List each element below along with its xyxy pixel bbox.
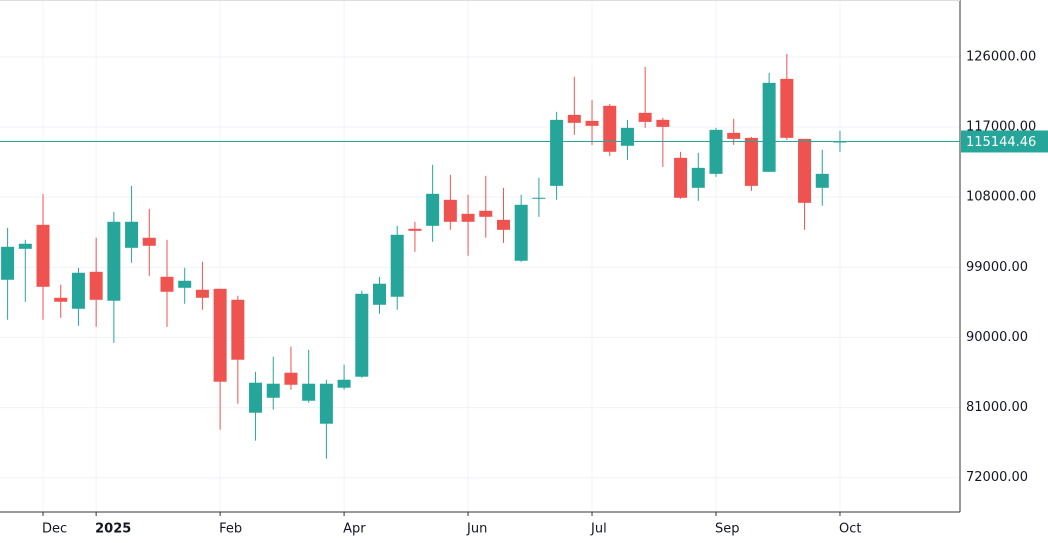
candle-body <box>337 379 351 388</box>
y-tick-label: 108000.00 <box>966 190 1036 205</box>
x-tick-label: Jun <box>466 522 487 537</box>
candle-body <box>71 272 85 309</box>
candle-body <box>284 372 298 385</box>
candle-body <box>798 138 812 203</box>
candle-body <box>160 276 174 292</box>
candle-body <box>18 243 32 249</box>
candle-body <box>744 137 758 186</box>
candle-body <box>107 221 121 301</box>
candle-body <box>585 120 599 126</box>
candle-body <box>231 299 245 360</box>
candle-body <box>408 228 422 231</box>
x-tick-label: 2025 <box>95 522 131 537</box>
y-tick-label: 81000.00 <box>966 400 1028 415</box>
candle-body <box>532 197 546 199</box>
candle-body <box>178 280 192 288</box>
candle-body <box>550 119 564 186</box>
candle-body <box>620 127 634 146</box>
candle-body <box>727 132 741 139</box>
candle-body <box>479 210 493 217</box>
candle-body <box>514 204 528 261</box>
x-tick-label: Sep <box>715 522 740 537</box>
candle-body <box>691 167 705 188</box>
x-tick-label: Feb <box>219 522 242 537</box>
candle-body <box>496 219 510 230</box>
x-tick-label: Apr <box>343 522 366 537</box>
candle-body <box>373 283 387 305</box>
candle-body <box>266 383 280 398</box>
candle-body <box>125 221 139 248</box>
y-tick-label: 90000.00 <box>966 330 1028 345</box>
candle-body <box>762 82 776 172</box>
x-tick-label: Jul <box>590 522 607 537</box>
last-price-box <box>961 130 1048 153</box>
candle-body <box>443 199 457 222</box>
candle-body <box>355 293 369 377</box>
candle-body <box>656 119 670 127</box>
candle-body <box>1 246 15 280</box>
y-tick-label: 72000.00 <box>966 470 1028 485</box>
candle-body <box>390 234 404 297</box>
candle-body <box>249 382 263 413</box>
candle-body <box>567 114 581 123</box>
candle-body <box>603 105 617 152</box>
candle-body <box>36 224 50 287</box>
candle-body <box>815 173 829 188</box>
candle-body <box>709 129 723 174</box>
candle-body <box>780 78 794 138</box>
x-tick-label: Dec <box>42 522 67 537</box>
candle-body <box>195 289 209 298</box>
candle-body <box>426 193 440 226</box>
last-price-label: 115144.46 <box>966 135 1036 150</box>
candle-body <box>213 288 227 382</box>
candle-body <box>461 213 475 222</box>
y-tick-label: 99000.00 <box>966 260 1028 275</box>
x-tick-label: Oct <box>839 522 861 537</box>
y-tick-label: 126000.00 <box>966 49 1036 64</box>
candle-body <box>638 112 652 122</box>
candle-body <box>89 271 103 300</box>
candle-body <box>142 237 156 246</box>
candle-body <box>54 297 68 302</box>
candle-body <box>319 383 333 424</box>
candle-body <box>302 383 316 401</box>
candle-body <box>674 157 688 198</box>
